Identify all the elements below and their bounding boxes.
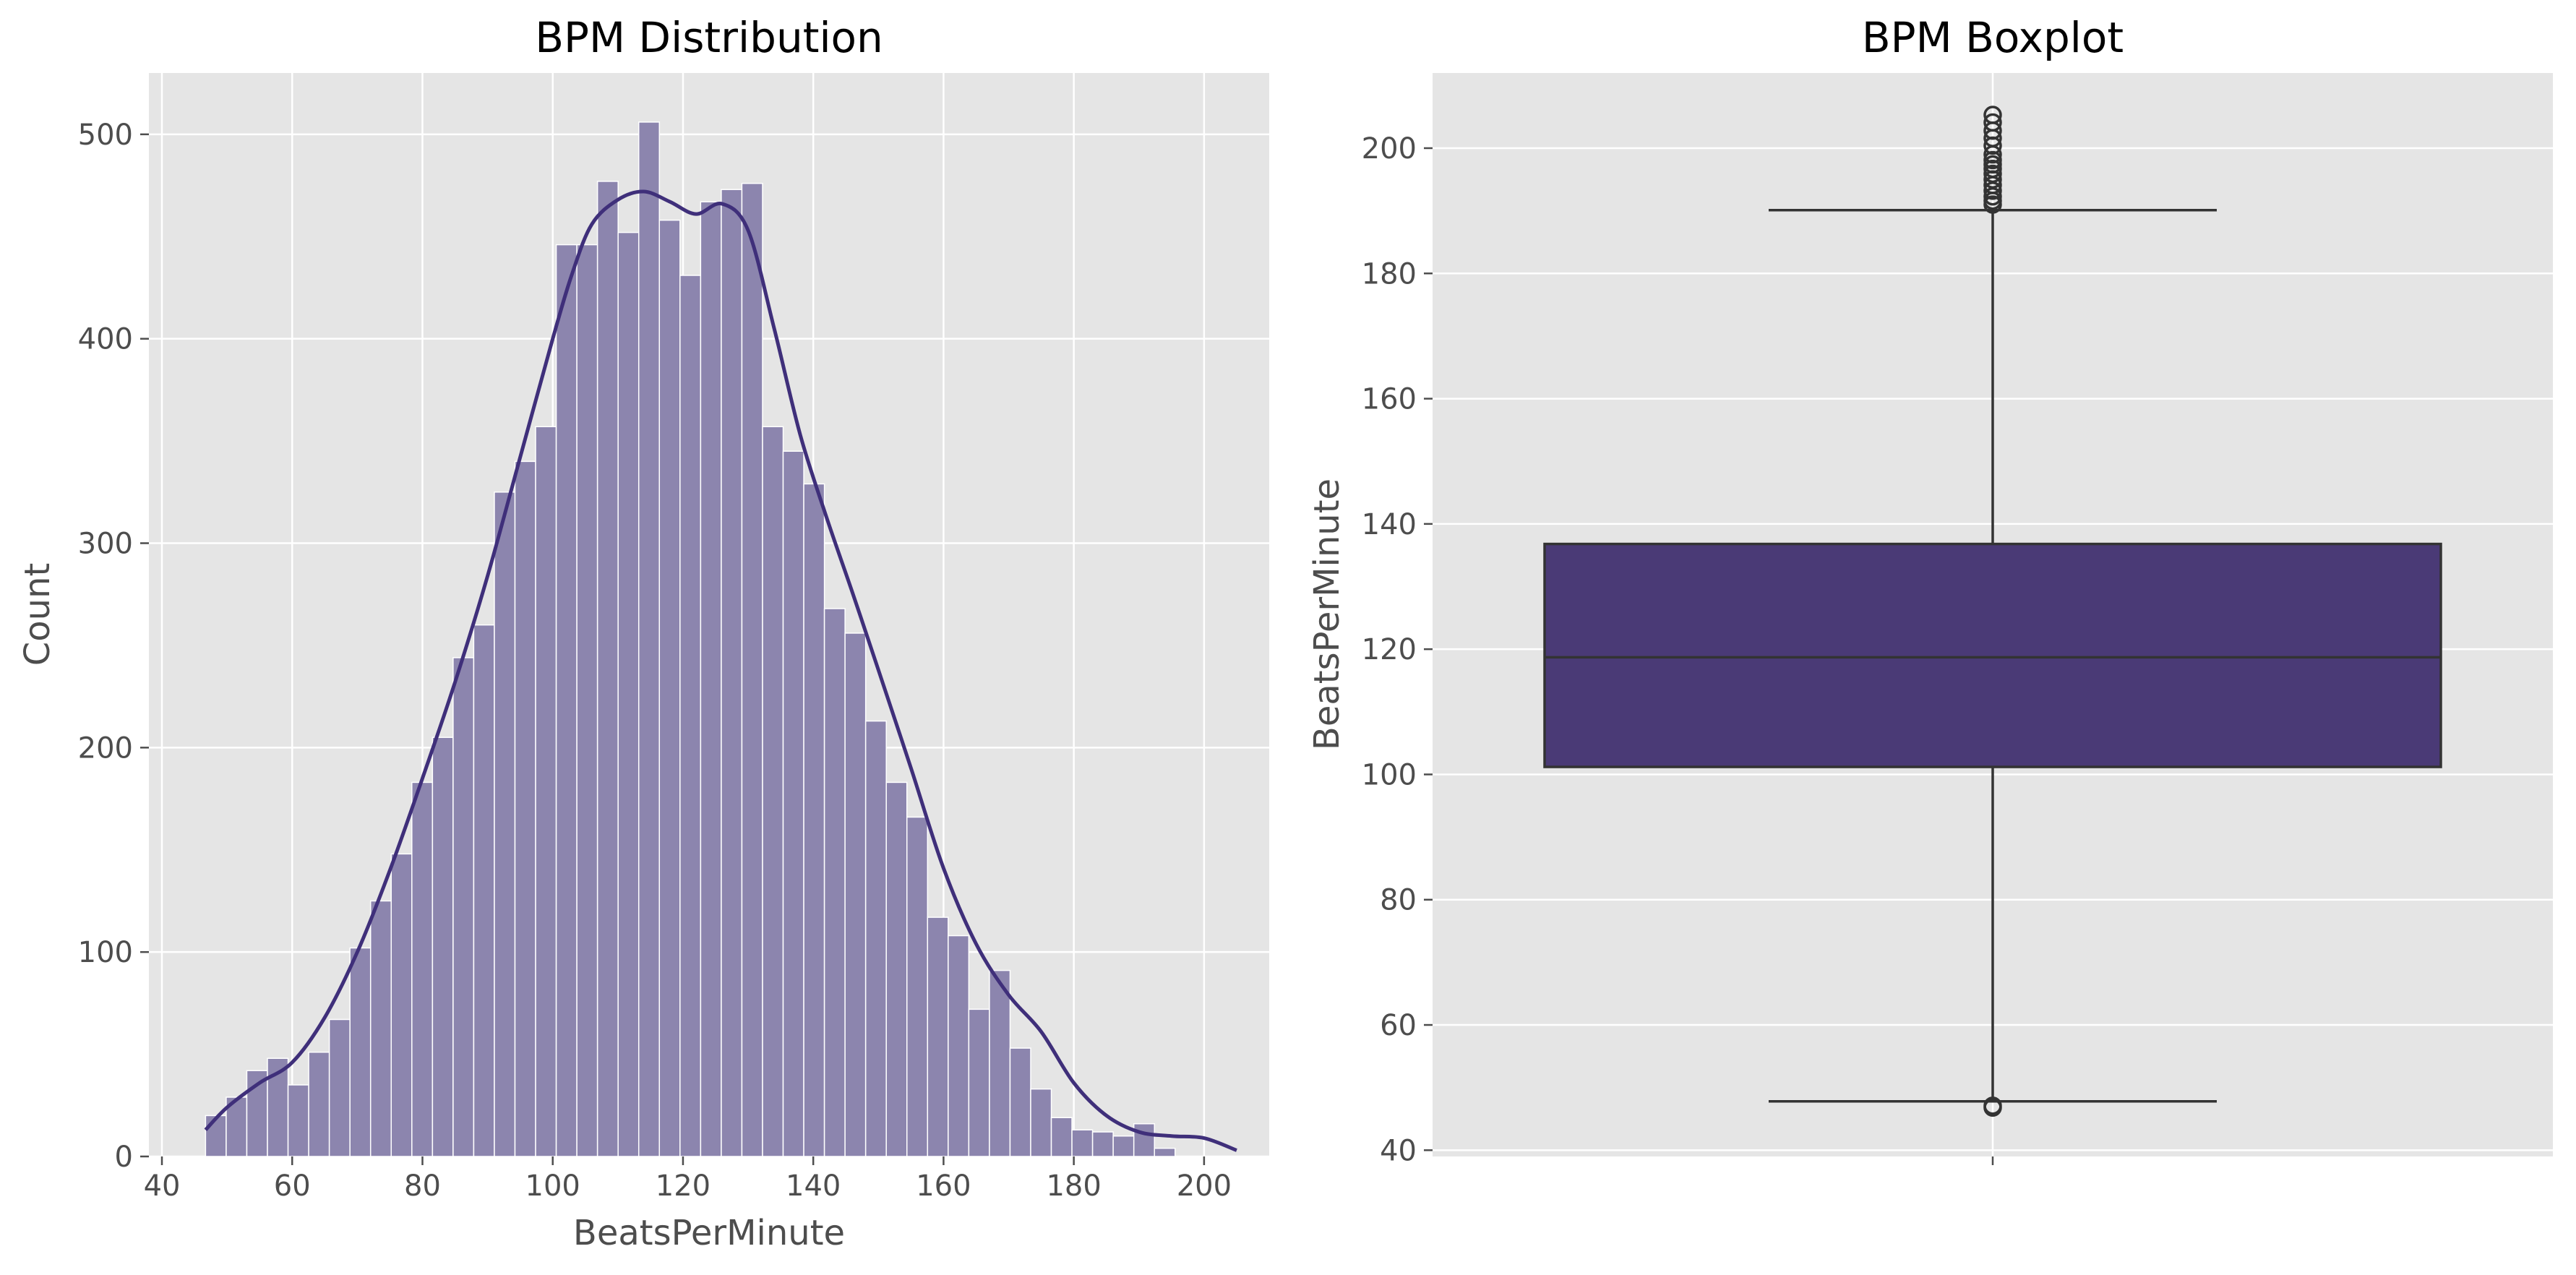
histogram-bar: [1154, 1147, 1176, 1157]
histogram-bar: [494, 491, 516, 1157]
y-tick-label: 400: [78, 323, 133, 356]
iqr-box: [1543, 542, 2442, 768]
histogram-bar: [308, 1052, 330, 1157]
y-tick-label: 100: [1362, 758, 1417, 791]
histogram-bar: [782, 450, 804, 1157]
histogram-bar: [514, 460, 536, 1157]
histogram-title: BPM Distribution: [535, 13, 883, 62]
boxplot-y-axis-label: BeatsPerMinute: [1307, 478, 1347, 750]
histogram-bar: [535, 426, 557, 1157]
histogram-bar: [617, 231, 640, 1157]
y-tick-label: 100: [78, 936, 133, 969]
y-tick-label: 300: [78, 528, 133, 561]
histogram-bar: [390, 853, 413, 1157]
histogram-bar: [1112, 1135, 1135, 1157]
y-tick-label: 80: [1380, 884, 1417, 917]
histogram-bar: [927, 916, 949, 1157]
outlier-point: [1983, 106, 2002, 124]
histogram-bar: [596, 181, 619, 1157]
histogram-bar: [287, 1084, 309, 1157]
outlier-point: [1983, 164, 2002, 184]
histogram-x-axis-label: BeatsPerMinute: [573, 1213, 845, 1253]
x-tick-label: 120: [656, 1169, 710, 1203]
histogram-bar: [741, 182, 763, 1157]
y-tick-label: 60: [1380, 1009, 1417, 1042]
histogram-bar: [473, 624, 495, 1157]
histogram-bar: [700, 201, 722, 1157]
histogram-bar: [452, 657, 475, 1157]
x-tick-label: 40: [144, 1169, 181, 1203]
x-tick-label: 80: [404, 1169, 441, 1203]
histogram-bar: [432, 737, 454, 1157]
boxplot-panel: 40 60 80 100 120 140 160 180 200 BPM Boxplot Bea…: [1307, 13, 2553, 1167]
histogram-bars: [205, 121, 1176, 1157]
histogram-bar: [968, 1008, 990, 1157]
histogram-bar: [1133, 1122, 1155, 1157]
histogram-bar: [906, 816, 929, 1157]
histogram-bar: [411, 781, 434, 1157]
y-tick-label: 200: [78, 731, 133, 765]
x-tick-label: 200: [1177, 1169, 1232, 1203]
histogram-bar: [1091, 1131, 1114, 1157]
histogram-bar: [349, 947, 372, 1157]
histogram-bar: [864, 720, 887, 1157]
histogram-bar: [576, 244, 598, 1157]
histogram-bar: [823, 608, 846, 1157]
x-tick-label: 180: [1046, 1169, 1101, 1203]
outlier-point: [1983, 150, 2002, 170]
x-tick-label: 100: [525, 1169, 580, 1203]
histogram-bar: [555, 244, 578, 1157]
histogram-bar: [1030, 1088, 1052, 1157]
histogram-bar: [885, 781, 908, 1157]
histogram-bar: [721, 189, 743, 1157]
histogram-bar: [948, 935, 970, 1157]
kde-curve: [204, 189, 1237, 1152]
outlier-point: [1983, 113, 2002, 132]
y-tick-label: 180: [1362, 257, 1417, 291]
histogram-bar: [658, 219, 681, 1157]
histogram-bar: [205, 1115, 227, 1157]
histogram-bar: [1009, 1047, 1031, 1157]
boxplot-y-ticks: 40 60 80 100 120 140 160 180 200: [1362, 132, 1994, 1167]
y-tick-label: 120: [1362, 633, 1417, 666]
histogram-bar: [679, 275, 702, 1157]
boxplot-title: BPM Boxplot: [1862, 13, 2124, 62]
histogram-y-ticks: 0 100 200 300 400 500: [78, 119, 149, 1174]
histogram-bar: [762, 426, 784, 1157]
x-tick-label: 60: [274, 1169, 311, 1203]
histogram-panel: 40 60 80 100 120 140 160 180 200 0 100 200 300 400 50…: [17, 13, 1269, 1253]
histogram-bar: [844, 632, 867, 1157]
x-tick-label: 160: [916, 1169, 971, 1203]
histogram-bar: [1050, 1117, 1073, 1157]
histogram-y-axis-label: Count: [17, 563, 58, 666]
x-tick-label: 140: [786, 1169, 841, 1203]
histogram-bar: [637, 121, 661, 1157]
y-tick-label: 0: [115, 1141, 133, 1174]
y-tick-label: 40: [1380, 1134, 1417, 1167]
histogram-bar: [989, 969, 1011, 1157]
histogram-bar: [226, 1096, 248, 1157]
y-tick-label: 140: [1362, 508, 1417, 541]
y-tick-label: 160: [1362, 383, 1417, 416]
histogram-bar: [1071, 1129, 1094, 1157]
y-tick-label: 200: [1362, 132, 1417, 166]
y-tick-label: 500: [78, 119, 133, 152]
boxplot-marks: [1543, 106, 2442, 1117]
histogram-x-ticks: 40 60 80 100 120 140 160 180 200: [144, 1156, 1232, 1203]
outlier-point: [1983, 1096, 2002, 1115]
histogram-bar: [369, 900, 392, 1157]
histogram-bar: [803, 483, 825, 1157]
histogram-bar: [328, 1018, 351, 1157]
